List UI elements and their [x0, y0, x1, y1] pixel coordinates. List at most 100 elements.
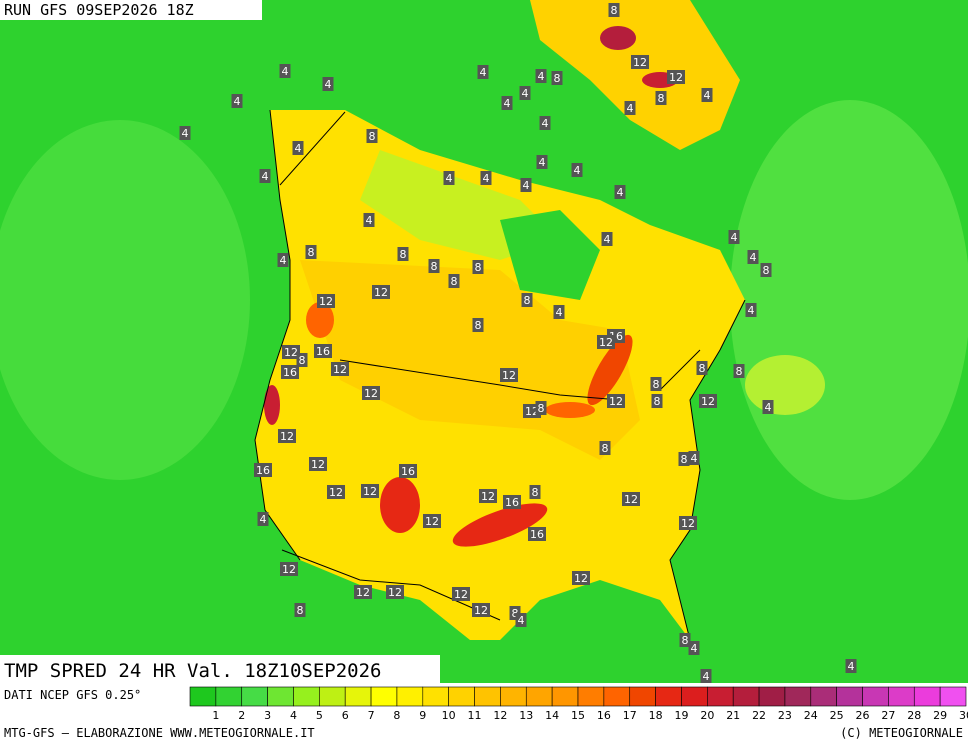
label-box — [536, 155, 548, 169]
map-label: 12 — [633, 56, 647, 69]
map-label: 8 — [451, 275, 458, 288]
legend-label: 5 — [316, 709, 323, 722]
legend-swatch — [474, 686, 501, 707]
label-box — [257, 512, 269, 526]
map-label: 8 — [512, 607, 519, 620]
label-box — [650, 377, 662, 391]
map-label: 4 — [704, 89, 711, 102]
map-label: 4 — [282, 65, 289, 78]
label-box — [519, 86, 531, 100]
map-label: 12 — [333, 363, 347, 376]
label-box — [322, 77, 334, 91]
label-box — [443, 171, 455, 185]
map-label: 8 — [763, 264, 770, 277]
hot-spot — [452, 503, 548, 547]
label-box — [294, 603, 306, 617]
label-box — [521, 293, 533, 307]
hot-spot — [587, 334, 633, 406]
label-box — [608, 3, 620, 17]
label-box — [845, 659, 857, 673]
map-label: 4 — [604, 233, 611, 246]
map-label: 12 — [574, 572, 588, 585]
map-label: 8 — [699, 362, 706, 375]
map-label: 12 — [609, 395, 623, 408]
label-box — [688, 451, 700, 465]
hot-spot — [545, 402, 595, 418]
legend-label: 17 — [623, 709, 637, 722]
legend-label: 8 — [393, 709, 400, 722]
legend-swatch — [525, 686, 553, 707]
legend-label: 25 — [830, 709, 844, 722]
map-label: 4 — [262, 170, 269, 183]
label-box — [599, 441, 611, 455]
legend-label: 29 — [933, 709, 947, 722]
map-label: 8 — [654, 395, 661, 408]
label-box — [529, 485, 541, 499]
label-box — [397, 247, 409, 261]
map-label: 8 — [524, 294, 531, 307]
label-box — [254, 463, 272, 477]
hot-spot — [264, 385, 280, 425]
map-label: 12 — [356, 586, 370, 599]
legend-swatch — [241, 686, 268, 707]
legend-swatch — [913, 686, 941, 707]
legend: 1 2 3 4 5 6 7 8 9 10 11 12 13 14 15 16 17 18 19 20 21 22 23 24 2… — [189, 686, 968, 722]
map-label: 4 — [366, 214, 373, 227]
map-label: 16 — [256, 464, 270, 477]
label-box — [762, 400, 774, 414]
legend-label: 20 — [700, 709, 714, 722]
map-label: 8 — [681, 453, 688, 466]
label-box — [597, 335, 615, 349]
coast-line — [254, 109, 746, 641]
map-label: 12 — [282, 563, 296, 576]
map-label: 4 — [731, 231, 738, 244]
label-box — [701, 88, 713, 102]
label-box — [553, 305, 565, 319]
legend-label: 3 — [264, 709, 271, 722]
map-label: 12 — [502, 369, 516, 382]
legend-label: 26 — [856, 709, 870, 722]
label-box — [747, 250, 759, 264]
label-box — [572, 571, 590, 585]
label-box — [423, 514, 441, 528]
legend-swatch — [189, 686, 217, 707]
map-label: 12 — [284, 346, 298, 359]
label-box — [601, 232, 613, 246]
legend-label: 28 — [907, 709, 921, 722]
map-label: 4 — [691, 642, 698, 655]
map-label: 12 — [669, 71, 683, 84]
label-box — [278, 429, 296, 443]
map-label: 4 — [483, 172, 490, 185]
map-label: 12 — [364, 387, 378, 400]
map-label: 12 — [311, 458, 325, 471]
run-title: RUN GFS 09SEP2026 18Z — [4, 1, 194, 19]
map-label: 12 — [388, 586, 402, 599]
label-box — [363, 213, 375, 227]
product-title: TMP SPRED 24 HR Val. 18Z10SEP2026 — [4, 660, 382, 682]
map-label: 12 — [363, 485, 377, 498]
legend-label: 21 — [726, 709, 740, 722]
legend-swatch — [862, 686, 889, 707]
label-box — [667, 70, 685, 84]
map-label: 8 — [653, 378, 660, 391]
map-label: 12 — [701, 395, 715, 408]
legend-swatch — [370, 686, 398, 707]
label-box — [331, 362, 349, 376]
label-box — [280, 562, 298, 576]
map-label: 12 — [624, 493, 638, 506]
map-label: 12 — [329, 486, 343, 499]
map-label: 12 — [280, 430, 294, 443]
label-box — [688, 641, 700, 655]
legend-swatch — [732, 686, 760, 707]
legend-swatch — [784, 686, 812, 707]
label-box — [535, 69, 547, 83]
legend-label: 27 — [881, 709, 895, 722]
label-box — [535, 401, 547, 415]
land-field — [530, 0, 740, 150]
legend-label: 23 — [778, 709, 792, 722]
legend-label: 11 — [468, 709, 482, 722]
label-box — [624, 101, 636, 115]
label-box — [622, 492, 640, 506]
